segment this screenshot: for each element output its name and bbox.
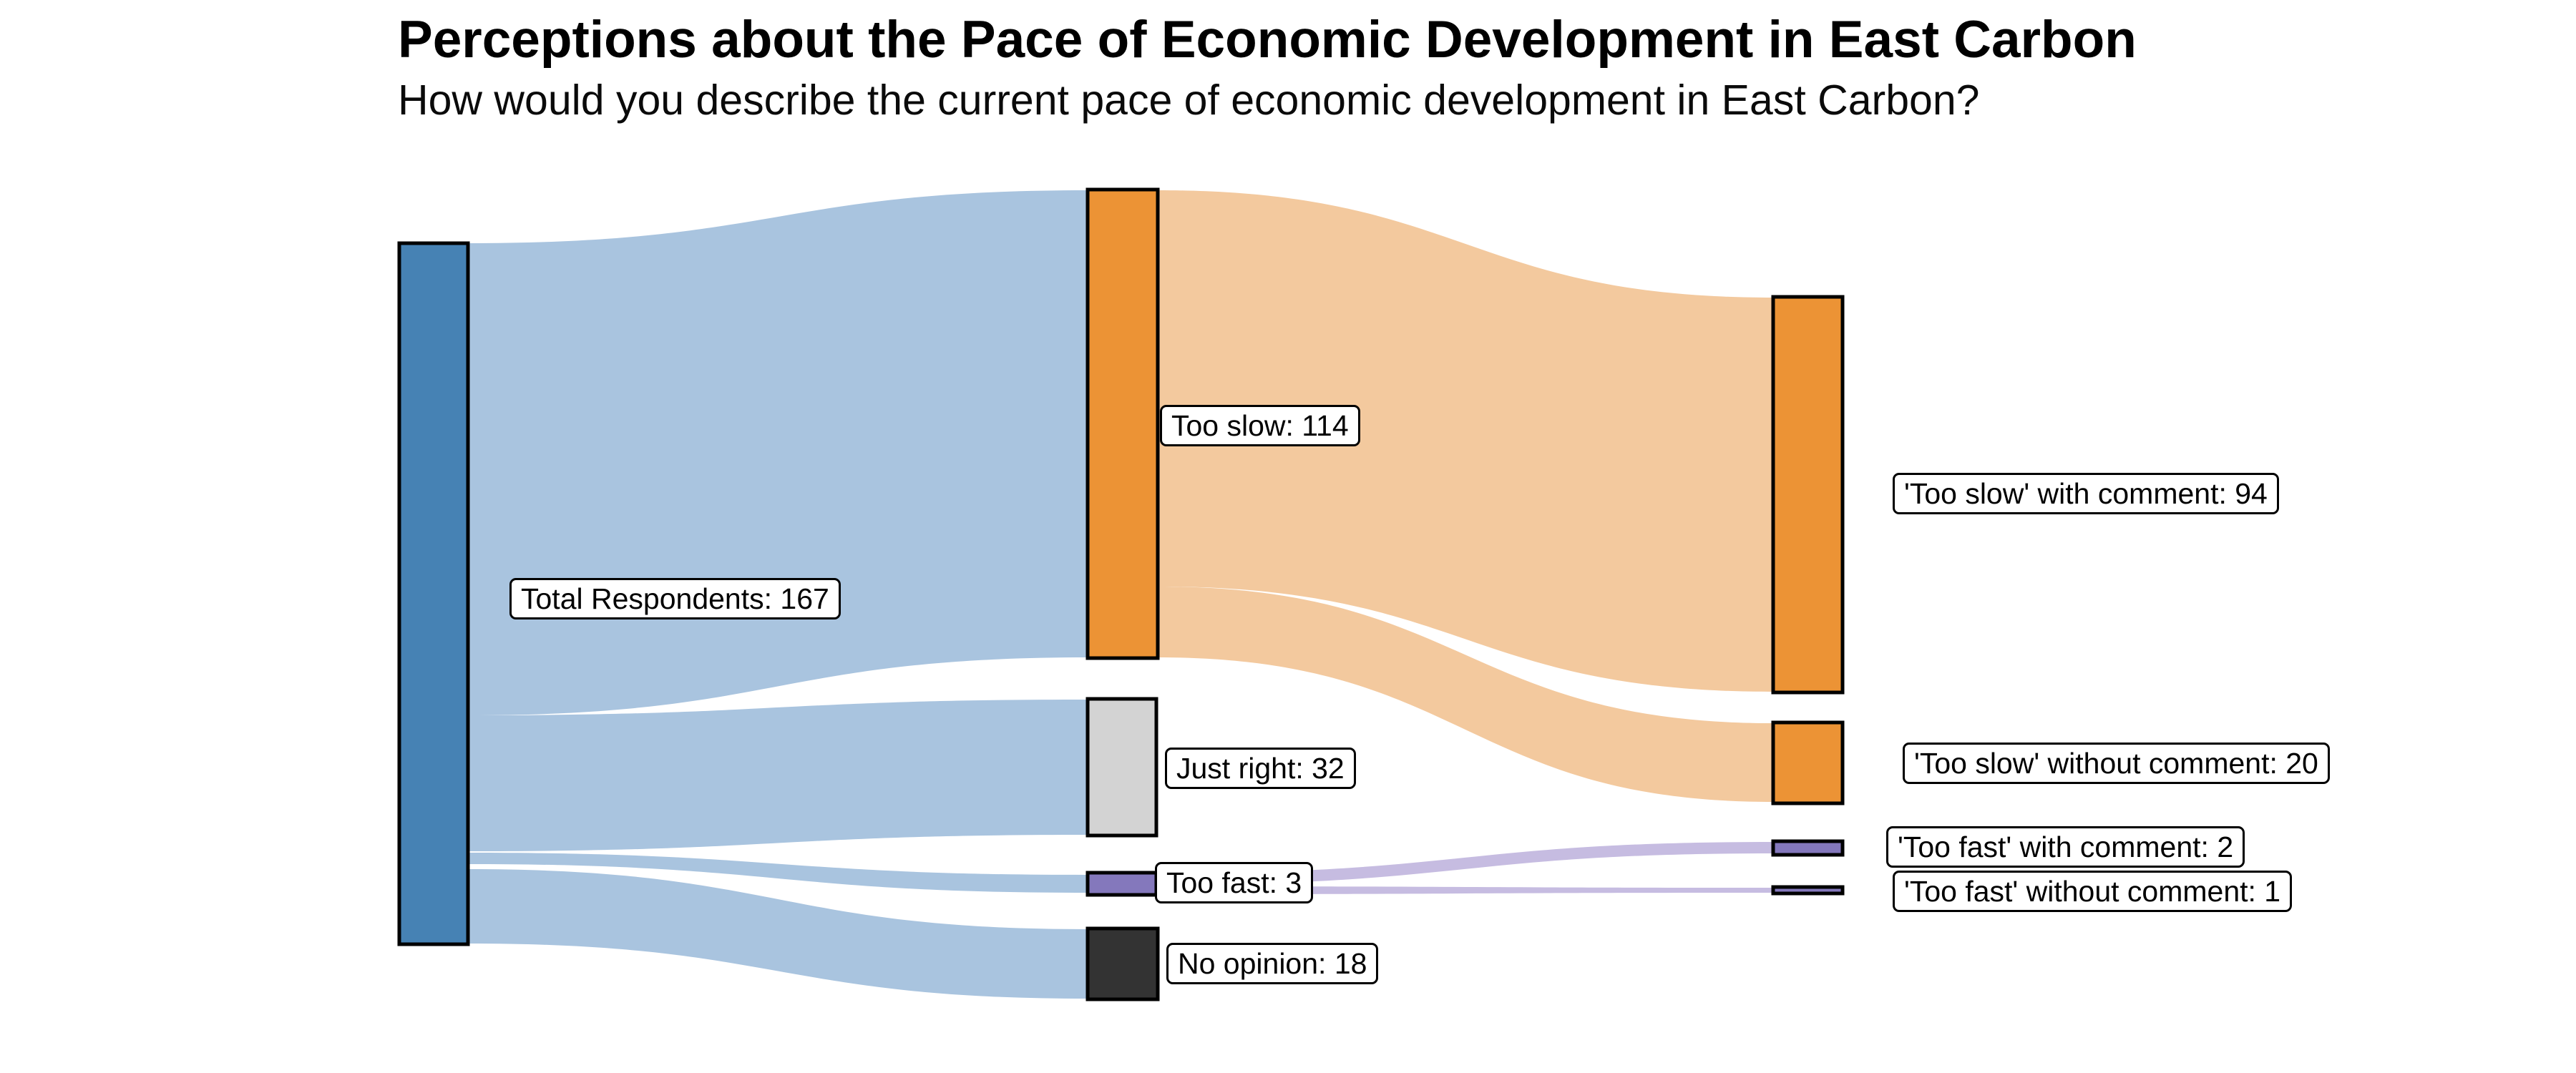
chart-subtitle: How would you describe the current pace … <box>398 77 1980 124</box>
sankey-node-tf_with <box>1771 839 1845 857</box>
sankey-node-total <box>397 241 470 946</box>
sankey-link-too_fast-tf_without <box>1156 886 1773 894</box>
sankey-node-tf_without <box>1771 885 1845 896</box>
sankey-link-total-just_right <box>468 700 1088 851</box>
chart-title: Perceptions about the Pace of Economic D… <box>398 11 2137 69</box>
sankey-node-no_opinion <box>1085 926 1160 1001</box>
sankey-node-too_slow <box>1085 187 1160 660</box>
sankey-link-too_slow-ts_with <box>1158 190 1773 692</box>
sankey-link-total-too_slow <box>468 190 1088 715</box>
sankey-link-too_slow-ts_without <box>1158 587 1773 802</box>
sankey-node-just_right <box>1085 697 1158 838</box>
sankey-node-ts_with <box>1771 295 1845 695</box>
sankey-link-total-too_fast <box>468 853 1088 893</box>
sankey-node-too_fast <box>1085 871 1158 897</box>
sankey-link-total-no_opinion <box>468 869 1088 999</box>
sankey-node-ts_without <box>1771 720 1845 805</box>
sankey-link-too_fast-tf_with <box>1156 842 1773 885</box>
